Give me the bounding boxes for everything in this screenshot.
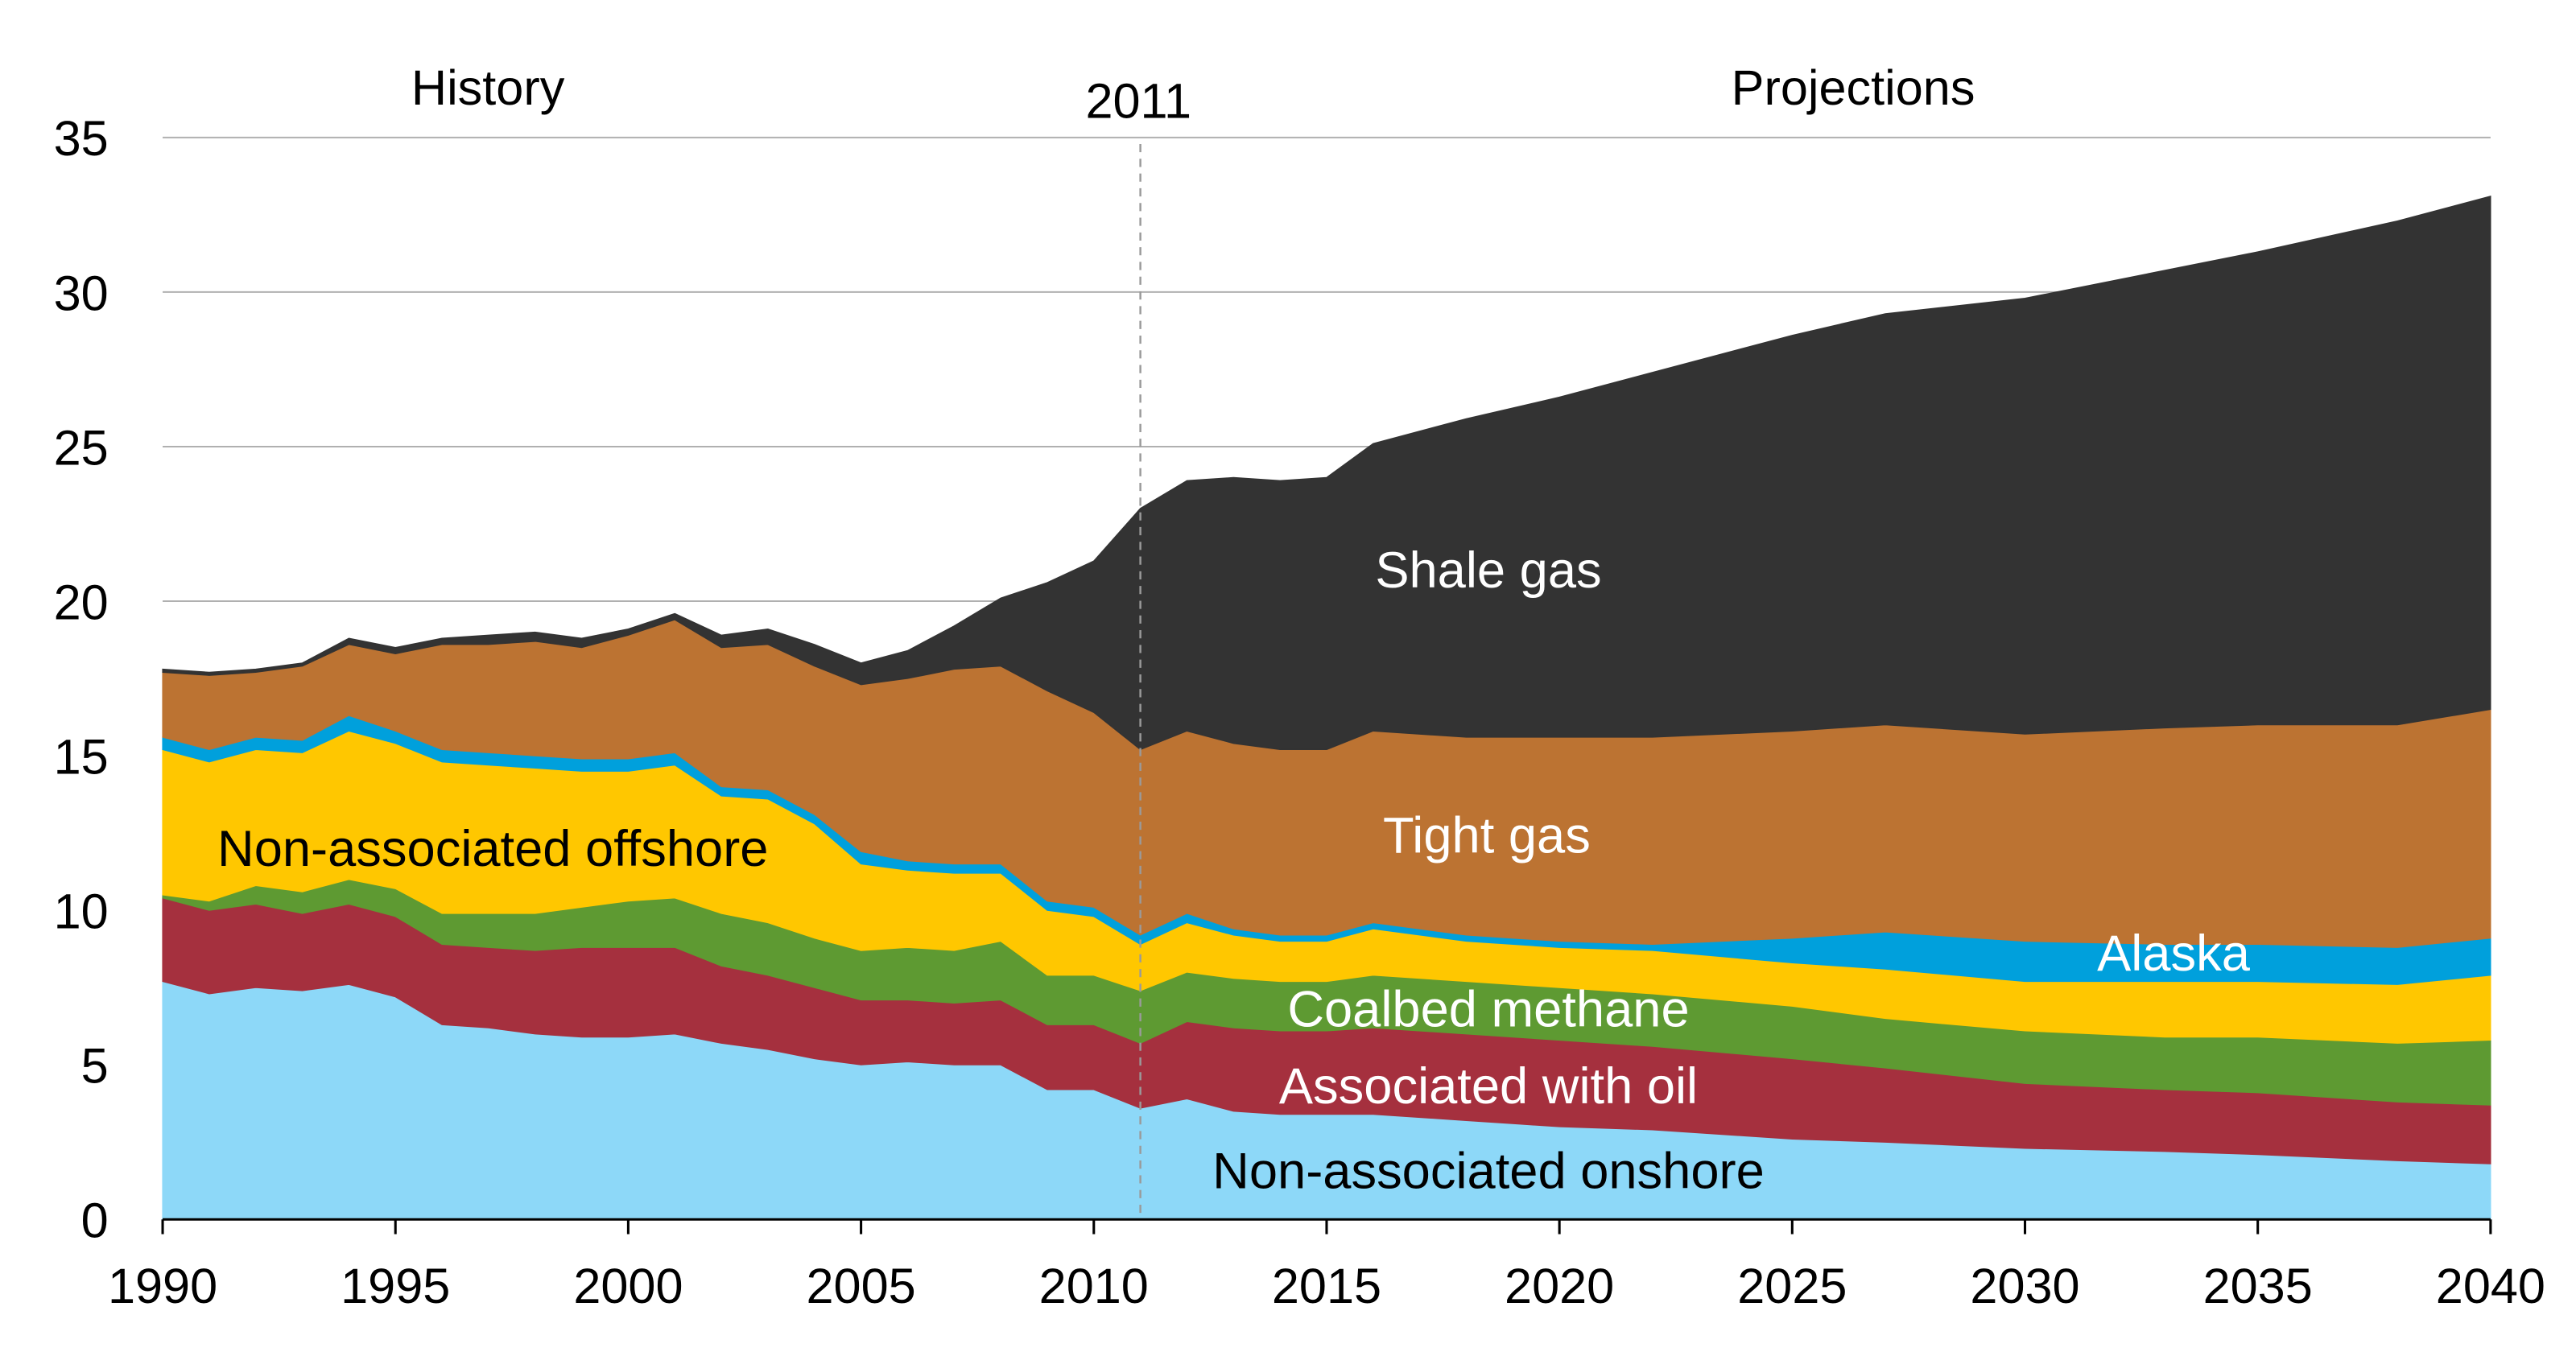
series-label-shale-gas: Shale gas	[1375, 542, 1601, 599]
x-tick-label: 2025	[1737, 1259, 1847, 1313]
series-label-onshore: Non-associated onshore	[1212, 1144, 1765, 1200]
series-label-tight-gas: Tight gas	[1383, 808, 1591, 864]
y-tick-label: 35	[54, 111, 109, 166]
series-label-alaska: Alaska	[2097, 925, 2251, 982]
series-label-coalbed: Coalbed methane	[1287, 981, 1689, 1037]
x-tick-label: 2020	[1505, 1259, 1614, 1313]
x-tick-label: 2005	[806, 1259, 915, 1313]
x-tick-label: 2040	[2436, 1259, 2545, 1313]
y-tick-label: 30	[54, 266, 109, 320]
history-label: History	[411, 60, 565, 115]
axes	[161, 1218, 2492, 1235]
y-tick-label: 15	[54, 730, 109, 785]
divider-year-label: 2011	[1085, 74, 1191, 129]
x-tick-label: 1995	[341, 1259, 450, 1313]
series-label-offshore: Non-associated offshore	[217, 821, 768, 877]
area-series	[162, 196, 2491, 1220]
y-tick-label: 5	[81, 1039, 109, 1094]
projections-label: Projections	[1732, 60, 1975, 115]
x-tick-label: 2000	[573, 1259, 683, 1313]
y-tick-label: 0	[81, 1193, 109, 1248]
y-tick-label: 20	[54, 575, 109, 629]
x-tick-labels: 1990 1995 2000 2005 2010 2015 2020 2025 2030 2035…	[108, 1259, 2545, 1313]
y-tick-label: 10	[54, 884, 109, 939]
x-tick-label: 2010	[1039, 1259, 1149, 1313]
x-tick-label: 2015	[1272, 1259, 1381, 1313]
area-shale-gas	[162, 196, 2491, 751]
x-tick-label: 2035	[2203, 1259, 2313, 1313]
y-tick-labels: 0 5 10 15 20 25 30 35	[54, 111, 109, 1247]
series-label-associated: Associated with oil	[1279, 1058, 1698, 1115]
y-tick-label: 25	[54, 420, 109, 475]
x-tick-label: 1990	[108, 1259, 217, 1313]
x-tick-label: 2030	[1970, 1259, 2079, 1313]
